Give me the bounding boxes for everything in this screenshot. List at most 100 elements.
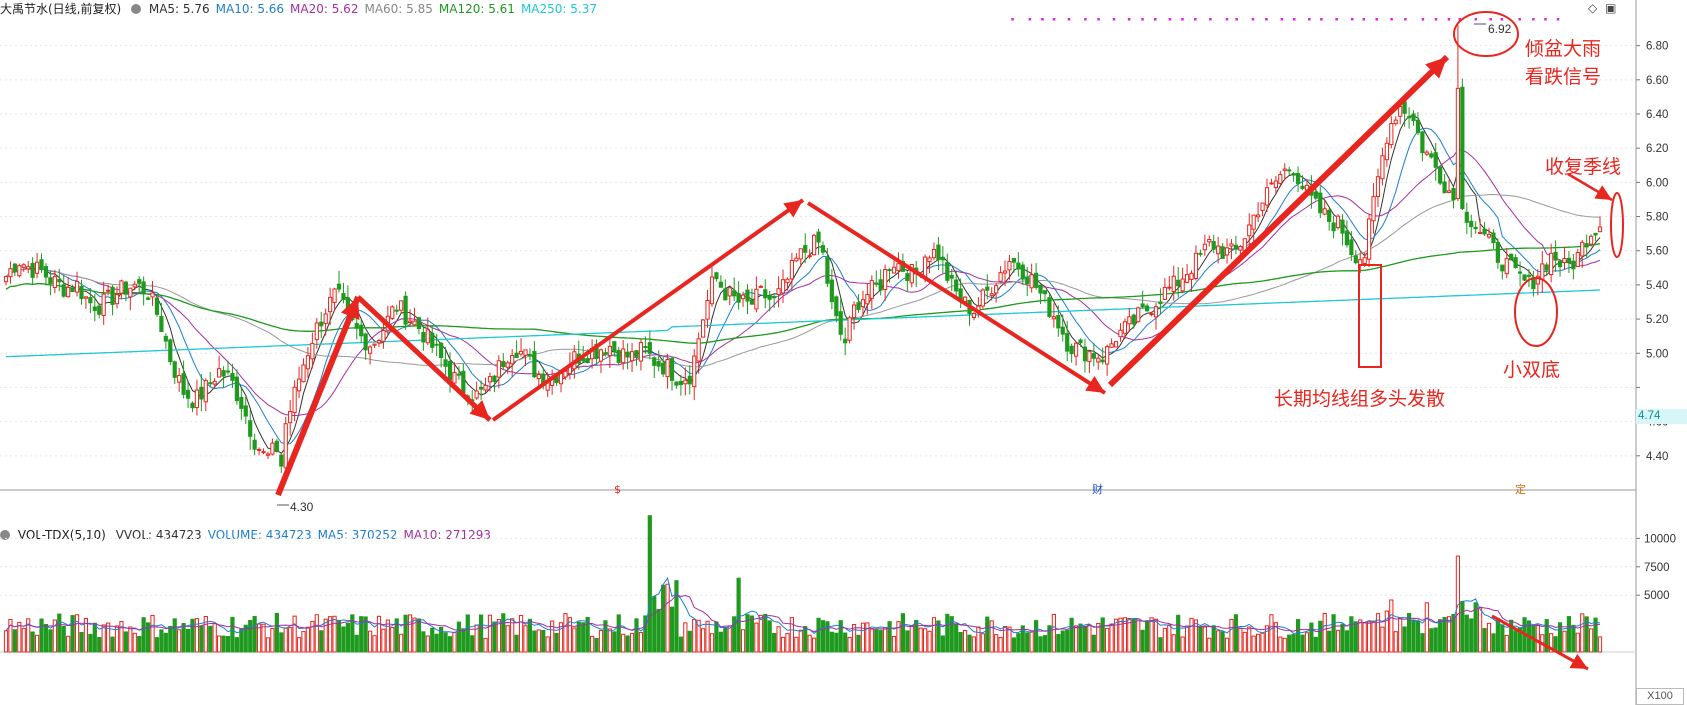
volume-bar[interactable] xyxy=(1162,627,1167,653)
candle[interactable] xyxy=(1371,183,1376,234)
volume-bar[interactable] xyxy=(558,622,564,653)
volume-bar[interactable] xyxy=(1389,599,1394,653)
volume-bar[interactable] xyxy=(1349,616,1354,653)
volume-bar[interactable] xyxy=(962,629,968,653)
candle[interactable] xyxy=(487,372,493,392)
candle[interactable] xyxy=(1589,234,1594,247)
candle[interactable] xyxy=(434,333,439,357)
volume-bar[interactable] xyxy=(541,629,546,653)
volume-bar[interactable] xyxy=(936,620,941,653)
volume-bar[interactable] xyxy=(692,618,697,653)
volume-bar[interactable] xyxy=(239,628,244,653)
candle[interactable] xyxy=(1384,137,1389,167)
candle[interactable] xyxy=(39,253,44,273)
volume-bar[interactable] xyxy=(1180,636,1185,653)
volume-bar[interactable] xyxy=(492,621,497,653)
candle[interactable] xyxy=(683,367,688,396)
candle[interactable] xyxy=(989,287,994,301)
candle[interactable] xyxy=(696,332,701,374)
candle[interactable] xyxy=(367,345,373,365)
candle[interactable] xyxy=(1367,213,1372,268)
volume-bar[interactable] xyxy=(256,623,262,653)
candle[interactable] xyxy=(1349,231,1354,261)
volume-bar[interactable] xyxy=(399,633,404,653)
candle[interactable] xyxy=(119,279,124,300)
candle[interactable] xyxy=(1420,130,1425,162)
volume-unit-button[interactable]: X100 xyxy=(1636,688,1684,705)
volume-bar[interactable] xyxy=(1549,633,1554,653)
volume-bar[interactable] xyxy=(1313,636,1318,653)
candle[interactable] xyxy=(252,433,257,456)
volume-bar[interactable] xyxy=(1402,626,1407,653)
volume-bar[interactable] xyxy=(1105,627,1110,653)
volume-bar[interactable] xyxy=(1367,621,1372,653)
candle[interactable] xyxy=(816,228,821,255)
candle[interactable] xyxy=(674,381,679,389)
volume-bar[interactable] xyxy=(1264,625,1270,653)
volume-bar[interactable] xyxy=(1580,613,1585,653)
candle[interactable] xyxy=(88,287,93,314)
candle[interactable] xyxy=(1171,265,1176,301)
candle[interactable] xyxy=(767,290,772,312)
candle[interactable] xyxy=(314,318,319,349)
candle[interactable] xyxy=(550,369,555,395)
volume-bar[interactable] xyxy=(687,630,692,653)
volume-bar[interactable] xyxy=(1327,630,1332,653)
volume-bar[interactable] xyxy=(1406,613,1412,653)
volume-bar[interactable] xyxy=(381,628,386,653)
candle[interactable] xyxy=(1269,178,1274,185)
volume-bar[interactable] xyxy=(954,623,959,653)
candle[interactable] xyxy=(328,287,333,326)
candle[interactable] xyxy=(563,370,568,380)
candle[interactable] xyxy=(1025,267,1030,297)
volume-bar[interactable] xyxy=(110,636,115,653)
volume-bar[interactable] xyxy=(621,633,626,653)
candle[interactable] xyxy=(1540,251,1545,293)
candle[interactable] xyxy=(883,264,888,301)
candle[interactable] xyxy=(1065,320,1070,362)
volume-bar[interactable] xyxy=(1158,637,1163,653)
volume-bar[interactable] xyxy=(1269,614,1274,653)
candle[interactable] xyxy=(43,263,49,286)
candle[interactable] xyxy=(1096,354,1101,370)
candle[interactable] xyxy=(1020,261,1025,286)
candle[interactable] xyxy=(8,261,13,284)
volume-bar[interactable] xyxy=(114,625,120,653)
candle[interactable] xyxy=(336,270,342,293)
volume-bar[interactable] xyxy=(367,630,373,653)
volume-bar[interactable] xyxy=(478,614,484,653)
candle[interactable] xyxy=(1260,202,1265,217)
volume-bar[interactable] xyxy=(261,623,266,653)
volume-bar[interactable] xyxy=(785,633,790,653)
volume-bar[interactable] xyxy=(949,616,954,653)
volume-bar[interactable] xyxy=(1065,629,1070,653)
candle[interactable] xyxy=(279,453,284,473)
volume-bar[interactable] xyxy=(354,634,359,653)
candle[interactable] xyxy=(1424,149,1429,157)
volume-bar[interactable] xyxy=(1042,635,1048,653)
candle[interactable] xyxy=(1557,259,1563,277)
candle[interactable] xyxy=(856,294,861,313)
candle[interactable] xyxy=(1562,246,1567,270)
candle[interactable] xyxy=(1313,187,1318,201)
volume-bar[interactable] xyxy=(470,635,475,653)
candle[interactable] xyxy=(1522,274,1527,282)
volume-bar[interactable] xyxy=(931,617,937,653)
candle[interactable] xyxy=(1438,166,1443,186)
volume-bar[interactable] xyxy=(288,627,293,653)
volume-bar[interactable] xyxy=(1295,619,1301,653)
volume-bar[interactable] xyxy=(1535,625,1540,653)
volume-bar[interactable] xyxy=(1398,617,1403,653)
candle[interactable] xyxy=(954,270,959,299)
candle[interactable] xyxy=(1073,341,1079,366)
candle[interactable] xyxy=(998,266,1003,283)
candle[interactable] xyxy=(1451,186,1456,209)
volume-bar[interactable] xyxy=(1335,629,1341,653)
candle[interactable] xyxy=(665,353,670,389)
volume-bar[interactable] xyxy=(190,618,195,653)
volume-bar[interactable] xyxy=(421,631,426,653)
candle[interactable] xyxy=(1593,232,1598,242)
candle[interactable] xyxy=(669,356,675,391)
candle[interactable] xyxy=(536,370,541,388)
candle[interactable] xyxy=(732,277,737,301)
